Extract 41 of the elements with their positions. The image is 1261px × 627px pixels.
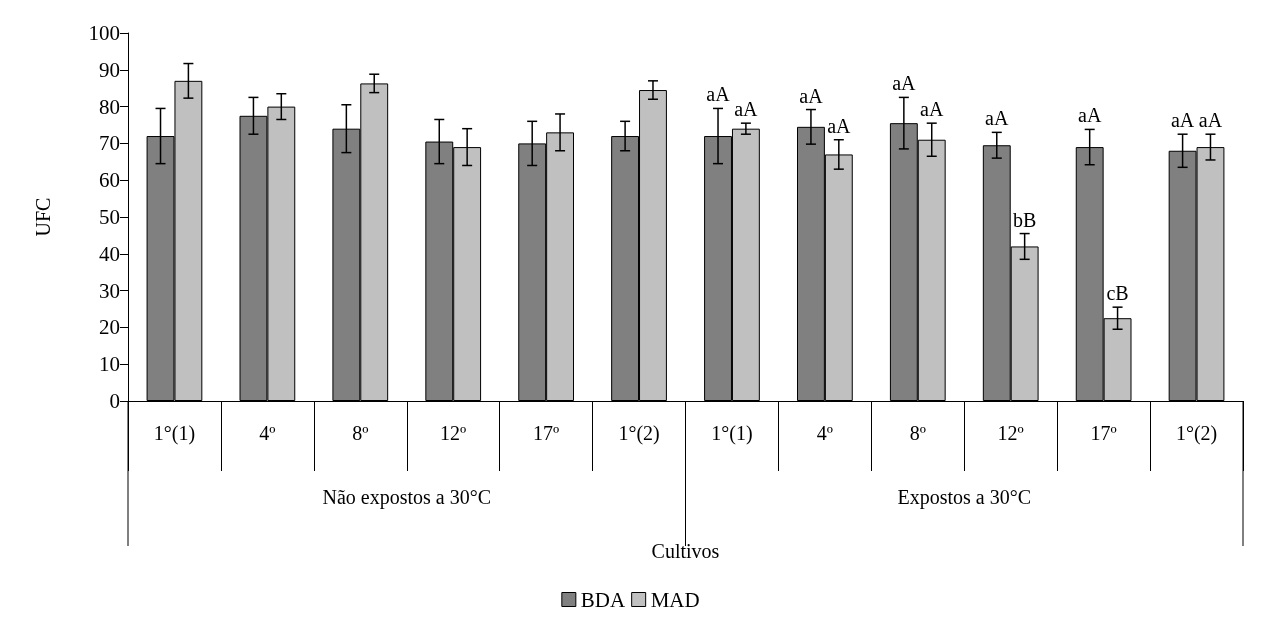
y-tick-label: 10 xyxy=(99,352,120,377)
data-label: aA xyxy=(892,72,917,95)
data-label: aA xyxy=(920,98,944,121)
x-tick-label: 12º xyxy=(997,422,1024,444)
y-tick-label: 60 xyxy=(99,168,120,193)
x-tick-label: 4º xyxy=(259,422,276,444)
x-tick-label: 8º xyxy=(909,422,926,444)
x-tick-label: 17º xyxy=(1090,422,1117,444)
data-label: cB xyxy=(1106,282,1129,305)
data-label: aA xyxy=(734,98,759,121)
data-label: aA xyxy=(1198,109,1223,132)
x-tick-label: 1°(2) xyxy=(618,422,660,445)
x-axis-title: Cultivos xyxy=(651,540,720,562)
y-tick-label: 30 xyxy=(99,278,120,303)
y-axis-title: UFC xyxy=(32,197,54,237)
x-tick-label: 8º xyxy=(352,422,369,444)
text: Expostos a 30°C xyxy=(897,486,1032,509)
y-tick-label: 70 xyxy=(99,131,120,156)
text: Não expostos a 30°C xyxy=(322,486,492,509)
y-tick-label: 20 xyxy=(99,315,120,340)
x-tick-label: 12º xyxy=(440,422,467,444)
y-tick-label: 0 xyxy=(109,389,120,413)
x-tick-label: 1°(1) xyxy=(711,422,753,445)
data-label: aA xyxy=(1170,109,1195,132)
y-tick-label: 100 xyxy=(88,21,120,45)
data-label: aA xyxy=(827,114,852,137)
data-label: aA xyxy=(706,83,731,106)
data-label: aA xyxy=(799,84,824,107)
data-label: aA xyxy=(985,107,1009,130)
x-tick-label: 1°(2) xyxy=(1175,422,1218,445)
y-tick-label: 50 xyxy=(99,205,120,229)
x-tick-label: 4º xyxy=(816,422,833,444)
x-tick-label: 17º xyxy=(533,422,560,444)
data-label: bB xyxy=(1012,208,1037,231)
legend-label: BDA xyxy=(580,587,626,612)
y-tick-label: 90 xyxy=(99,57,120,82)
y-tick-label: 80 xyxy=(99,94,120,119)
legend-label: MAD xyxy=(650,587,700,612)
y-tick-label: 40 xyxy=(99,241,120,266)
data-label: aA xyxy=(1078,104,1102,127)
x-tick-label: 1°(1) xyxy=(153,422,196,445)
